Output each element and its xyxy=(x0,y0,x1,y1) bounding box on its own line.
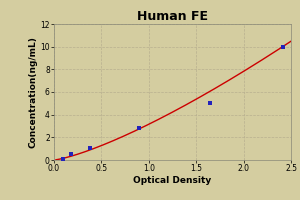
X-axis label: Optical Density: Optical Density xyxy=(134,176,212,185)
Point xyxy=(88,146,92,149)
Title: Human FE: Human FE xyxy=(137,10,208,23)
Point xyxy=(61,157,66,160)
Point xyxy=(137,127,142,130)
Point xyxy=(208,102,213,105)
Y-axis label: Concentration(ng/mL): Concentration(ng/mL) xyxy=(28,36,38,148)
Point xyxy=(69,153,74,156)
Point xyxy=(281,45,286,48)
